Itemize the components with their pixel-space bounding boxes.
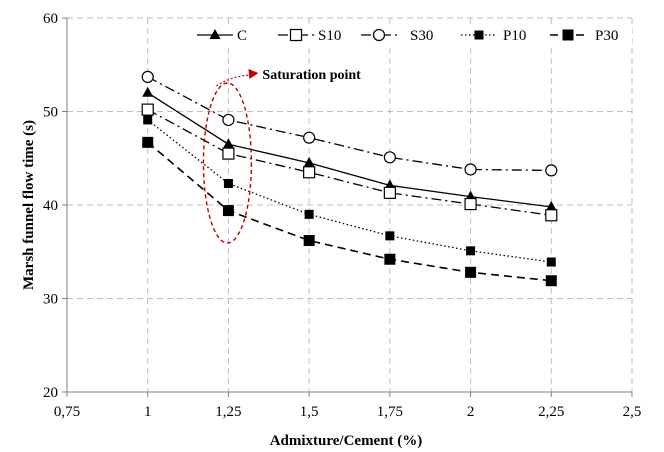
data-point-p30 bbox=[142, 136, 154, 148]
x-tick-label: 1 bbox=[144, 404, 152, 420]
legend-marker-s10 bbox=[289, 28, 303, 42]
x-tick-label: 2,25 bbox=[538, 404, 564, 420]
data-point-s10 bbox=[222, 147, 235, 160]
x-tick-label: 2,5 bbox=[623, 404, 642, 420]
data-point-p30 bbox=[384, 253, 396, 265]
legend-marker-s30 bbox=[372, 28, 386, 42]
data-point-s10 bbox=[464, 197, 477, 211]
y-axis-label: Marsh funnel flow time (s) bbox=[21, 120, 37, 290]
series-line-p10 bbox=[147, 119, 552, 263]
legend-label-s10: S10 bbox=[318, 28, 341, 44]
series-p30 bbox=[142, 136, 557, 287]
y-tick-label: 40 bbox=[43, 198, 58, 214]
y-tick-label: 20 bbox=[43, 385, 58, 401]
y-tick-label: 30 bbox=[43, 292, 58, 308]
data-point-s30 bbox=[141, 70, 154, 84]
x-tick-label: 1,25 bbox=[215, 404, 241, 420]
series-line-c bbox=[147, 92, 552, 208]
series-line-p30 bbox=[147, 141, 552, 282]
x-tick-label: 1,5 bbox=[300, 404, 319, 420]
y-tick-label: 50 bbox=[43, 105, 58, 121]
data-point-s10 bbox=[303, 166, 316, 179]
saturation-ellipse bbox=[202, 82, 253, 244]
saturation-arrow-line bbox=[216, 74, 251, 87]
data-point-s30 bbox=[303, 131, 316, 144]
saturation-label: Saturation point bbox=[262, 68, 361, 83]
data-point-s10 bbox=[545, 209, 558, 222]
series-line-s30 bbox=[147, 76, 552, 172]
data-point-p30 bbox=[465, 266, 477, 278]
y-tick-label: 60 bbox=[43, 11, 58, 27]
data-point-p10 bbox=[385, 231, 395, 241]
data-point-p10 bbox=[466, 246, 476, 256]
x-tick-label: 1,75 bbox=[377, 404, 403, 420]
data-point-p10 bbox=[304, 209, 314, 219]
series-s10 bbox=[141, 103, 558, 222]
data-point-s10 bbox=[383, 186, 396, 199]
data-point-c bbox=[222, 138, 234, 149]
data-point-s10 bbox=[141, 103, 154, 116]
legend-marker-c bbox=[209, 29, 221, 39]
tick-labels: 20 30 40 50 60 0,75 1 1,25 1,5 1,75 2 2,25 2,5 bbox=[43, 11, 641, 420]
data-point-p10 bbox=[546, 257, 556, 267]
data-point-c bbox=[303, 156, 315, 167]
legend: C S10 S30 P10 P30 bbox=[188, 24, 632, 46]
annotation: Saturation point bbox=[202, 68, 361, 244]
x-axis-label: Admixture/Cement (%) bbox=[270, 433, 423, 449]
data-point-s30 bbox=[545, 164, 558, 177]
series-s30 bbox=[141, 70, 558, 177]
grid bbox=[67, 17, 633, 392]
data-point-s30 bbox=[383, 151, 396, 164]
data-point-c bbox=[545, 200, 557, 211]
series-layer bbox=[141, 70, 558, 287]
legend-label-c: C bbox=[237, 28, 247, 44]
data-point-p10 bbox=[143, 115, 153, 125]
axes bbox=[62, 17, 633, 397]
data-point-p30 bbox=[303, 235, 315, 247]
legend-marker-p10 bbox=[474, 30, 484, 40]
data-point-p30 bbox=[222, 205, 234, 217]
data-point-s30 bbox=[464, 163, 477, 176]
legend-label-p30: P30 bbox=[595, 28, 618, 44]
data-point-s30 bbox=[222, 113, 235, 127]
legend-label-s30: S30 bbox=[410, 28, 433, 44]
legend-marker-p30 bbox=[562, 29, 574, 41]
x-tick-label: 2 bbox=[467, 404, 475, 420]
series-p10 bbox=[143, 115, 556, 267]
data-point-c bbox=[142, 86, 154, 97]
saturation-arrow-head bbox=[248, 69, 259, 79]
data-point-p10 bbox=[223, 178, 233, 188]
legend-label-p10: P10 bbox=[503, 28, 526, 44]
x-tick-label: 0,75 bbox=[54, 404, 80, 420]
data-point-p30 bbox=[545, 275, 557, 287]
